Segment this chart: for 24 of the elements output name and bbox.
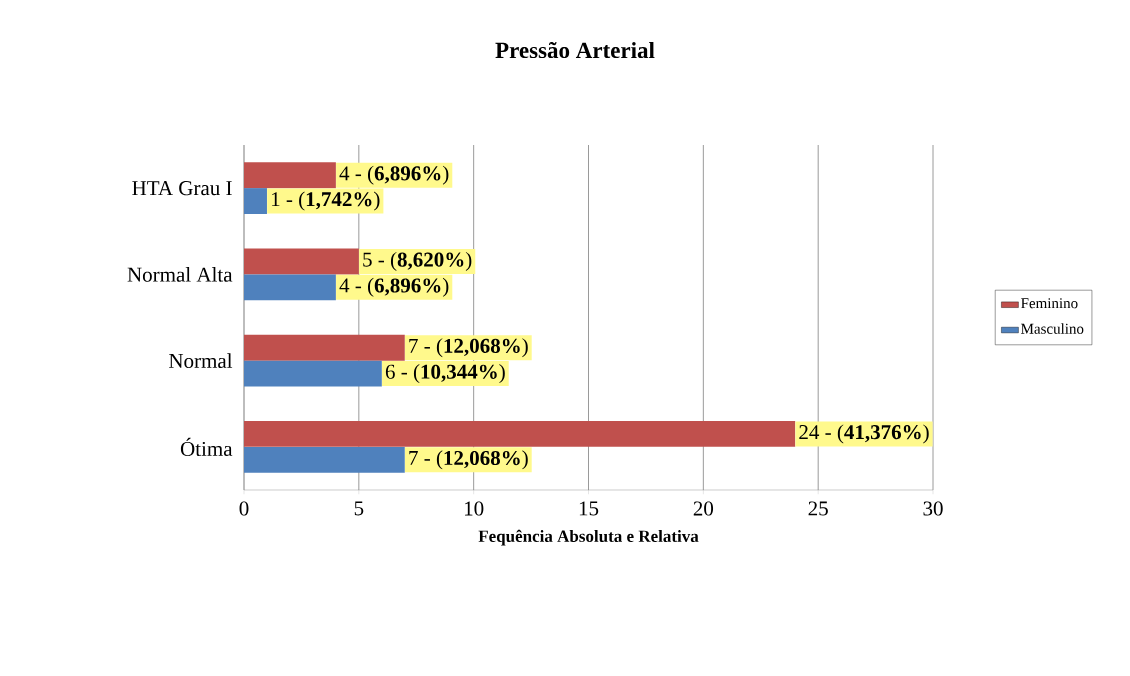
x-axis-title: Fequência Absoluta e Relativa [478, 529, 699, 546]
legend-label: Feminino [1021, 298, 1078, 309]
y-tick-label: HTA Grau I [132, 181, 232, 196]
x-tick-label: 10 [465, 501, 484, 516]
y-tick-label: Ótima [180, 437, 233, 456]
x-tick-label: 30 [923, 501, 943, 516]
x-tick-label: 5 [354, 501, 364, 516]
data-label: 1 - (1,742%) [272, 191, 380, 211]
data-label: 24 - (41,376%) [799, 424, 929, 444]
x-tick-label: 15 [579, 501, 599, 516]
data-label: 4 - (6,896%) [339, 277, 449, 297]
chart-title: Pressão Arterial [495, 41, 655, 59]
bar [244, 188, 267, 214]
x-tick-label: 20 [693, 501, 714, 516]
data-label: 7 - (12,068%) [409, 338, 528, 358]
data-label: 6 - (10,344%) [385, 364, 505, 384]
x-tick-label: 25 [808, 501, 828, 516]
x-tick-label: 0 [239, 501, 249, 516]
y-tick-label: Normal Alta [127, 266, 233, 282]
legend-label: Masculino [1021, 323, 1084, 334]
data-label: 4 - (6,896%) [339, 165, 449, 185]
y-tick-label: Normal [169, 353, 233, 369]
data-label: 7 - (12,068%) [409, 450, 528, 470]
data-label: 5 - (8,620%) [363, 251, 472, 271]
